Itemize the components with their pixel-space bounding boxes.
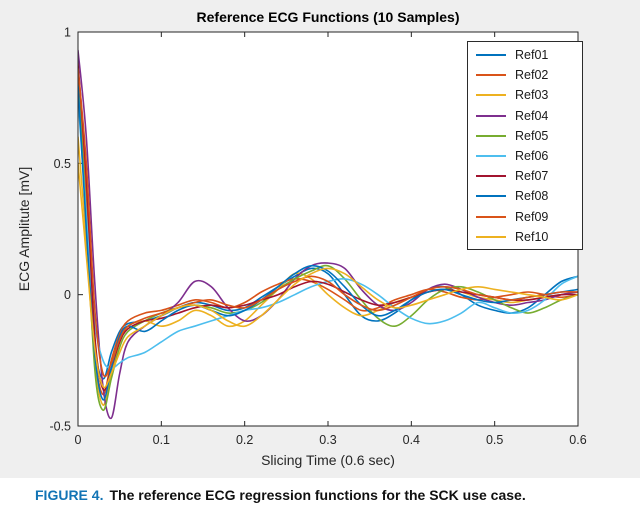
- legend-line-sample: [476, 195, 506, 198]
- legend-line-sample: [476, 54, 506, 57]
- chart-title: Reference ECG Functions (10 Samples): [196, 9, 460, 25]
- legend-item: Ref01: [468, 45, 582, 65]
- legend-item: Ref02: [468, 65, 582, 85]
- x-tick-label: 0.3: [319, 433, 336, 447]
- legend-item: Ref07: [468, 166, 582, 186]
- figure-caption-label: FIGURE 4.: [35, 487, 104, 503]
- y-tick-label: 1: [64, 26, 71, 40]
- y-tick-label: 0.5: [54, 157, 71, 171]
- legend-item: Ref03: [468, 85, 582, 105]
- legend-item-label: Ref02: [515, 68, 549, 83]
- legend-line-sample: [476, 155, 506, 158]
- x-tick-label: 0.2: [236, 433, 253, 447]
- legend-item-label: Ref05: [515, 128, 549, 143]
- series-line-ref09: [78, 68, 578, 378]
- legend-line-sample: [476, 175, 506, 178]
- legend-item: Ref08: [468, 186, 582, 206]
- series-line-ref01: [78, 89, 578, 380]
- x-tick-label: 0.5: [486, 433, 503, 447]
- legend-item-label: Ref04: [515, 108, 549, 123]
- legend-item: Ref05: [468, 126, 582, 146]
- legend-line-sample: [476, 235, 506, 238]
- x-tick-label: 0: [75, 433, 82, 447]
- x-axis-label: Slicing Time (0.6 sec): [261, 452, 395, 468]
- series-line-ref05: [78, 78, 578, 412]
- legend-item: Ref04: [468, 106, 582, 126]
- legend-item: Ref10: [468, 227, 582, 247]
- legend-item-label: Ref03: [515, 88, 549, 103]
- figure-caption: FIGURE 4. The reference ECG regression fu…: [35, 487, 625, 503]
- legend-item: Ref06: [468, 146, 582, 166]
- legend-line-sample: [476, 134, 506, 137]
- legend: Ref01 Ref02 Ref03 Ref04 Ref05 Ref06 Ref07 Ref08…: [467, 41, 583, 250]
- series-group: [78, 49, 578, 420]
- legend-item-label: Ref06: [515, 149, 549, 164]
- x-tick-label: 0.4: [403, 433, 420, 447]
- x-tick-label: 0.1: [153, 433, 170, 447]
- legend-line-sample: [476, 74, 506, 77]
- legend-item-label: Ref08: [515, 189, 549, 204]
- y-tick-label: 0: [64, 288, 71, 302]
- y-axis-label: ECG Amplitute [mV]: [16, 166, 32, 292]
- legend-line-sample: [476, 114, 506, 117]
- series-line-ref10: [78, 162, 578, 389]
- figure-caption-text: The reference ECG regression functions f…: [109, 487, 526, 503]
- legend-line-sample: [476, 94, 506, 97]
- x-tick-label: 0.6: [569, 433, 586, 447]
- legend-item-label: Ref10: [515, 229, 549, 244]
- matlab-figure: Reference ECG Functions (10 Samples) 0 0.…: [0, 0, 640, 478]
- legend-item: Ref09: [468, 207, 582, 227]
- legend-item-label: Ref09: [515, 209, 549, 224]
- legend-item-label: Ref07: [515, 169, 549, 184]
- legend-line-sample: [476, 215, 506, 218]
- y-tick-label: -0.5: [49, 420, 71, 434]
- series-line-ref06: [78, 96, 578, 370]
- legend-item-label: Ref01: [515, 48, 549, 63]
